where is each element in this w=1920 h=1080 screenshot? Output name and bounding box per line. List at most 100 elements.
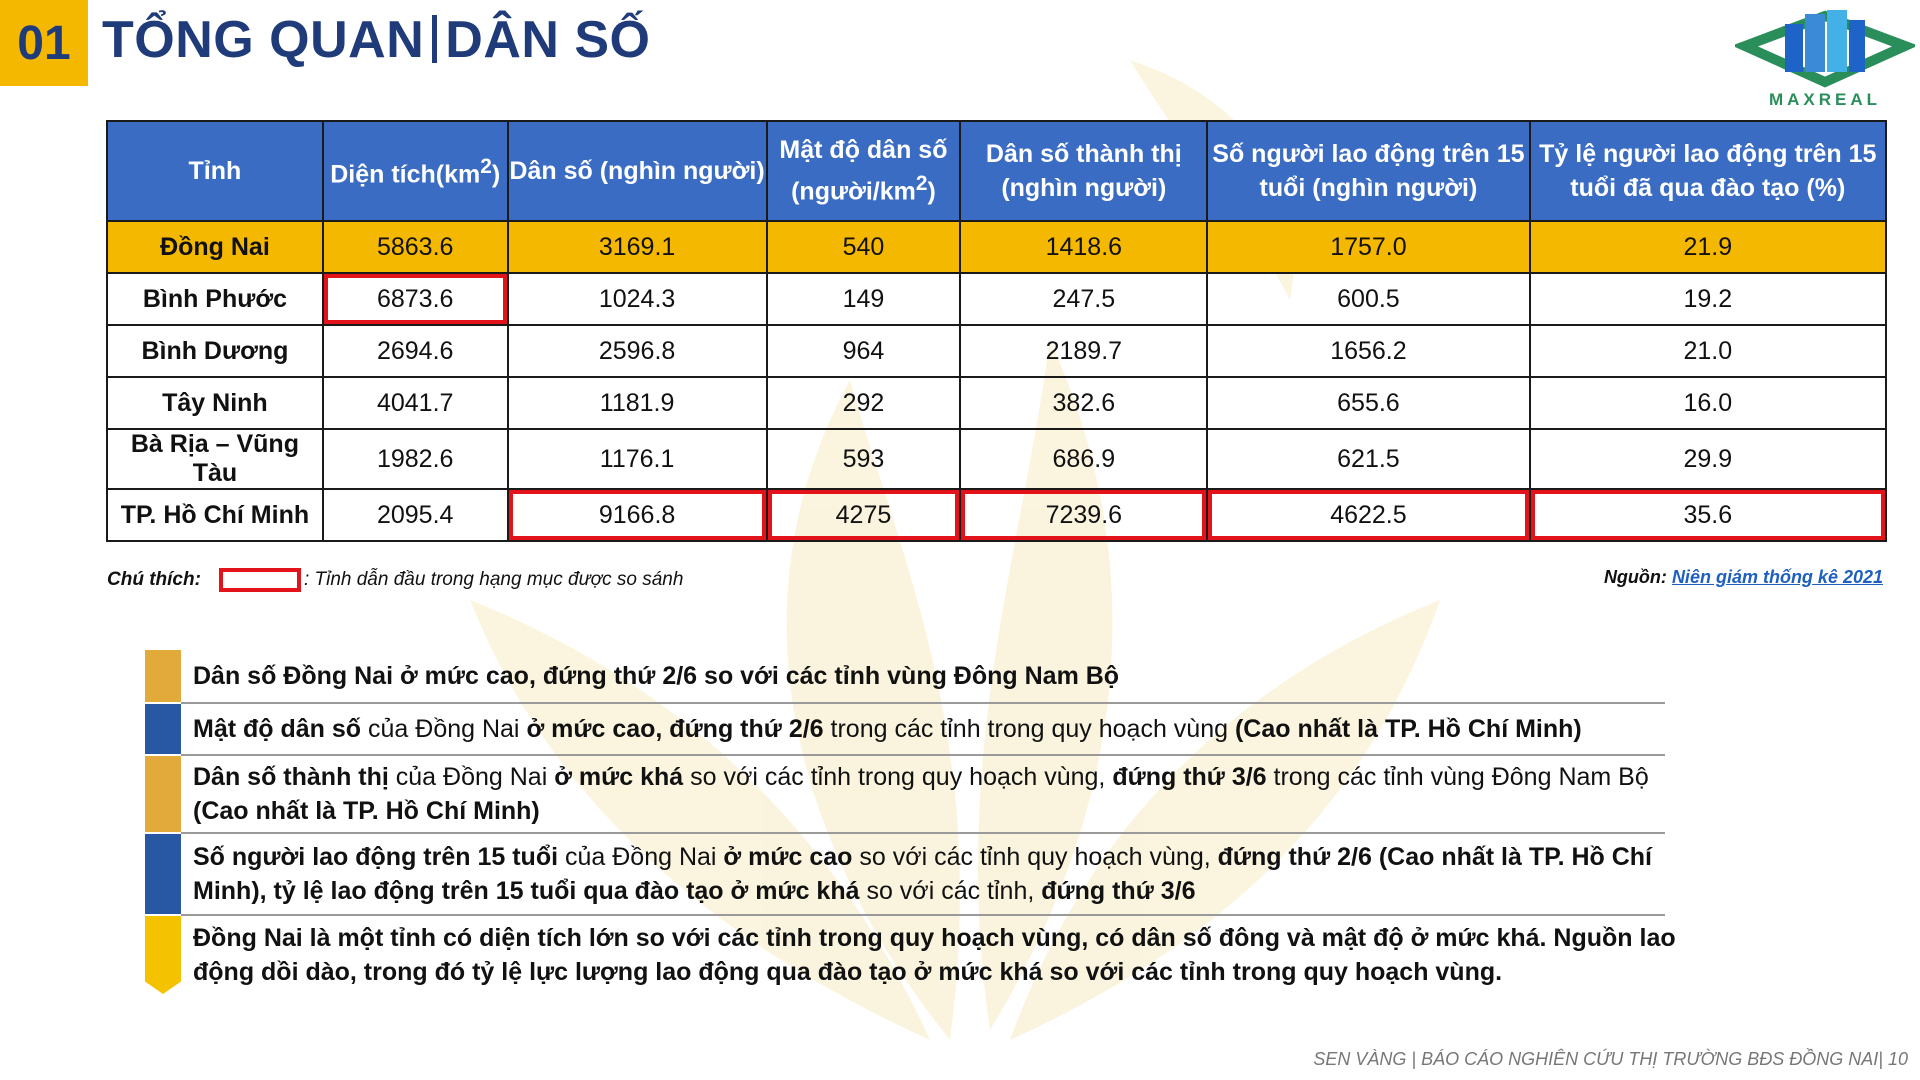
finding-emphasis: Đồng Nai là một tỉnh có diện tích lớn so… [193,924,1676,986]
finding-item: Dân số Đồng Nai ở mức cao, đứng thứ 2/6 … [145,650,1705,702]
header-density: Mật độ dân số (người/km2) [765,120,962,222]
finding-text: Mật độ dân số của Đồng Nai ở mức cao, đứ… [181,712,1582,746]
finding-segment: so với các tỉnh trong quy hoạch vùng, [683,763,1113,791]
table-cell: 292 [765,376,962,430]
finding-text: Dân số Đồng Nai ở mức cao, đứng thứ 2/6 … [181,659,1119,693]
finding-emphasis: Số người lao động trên 15 tuổi [193,843,559,871]
table-cell: Bình Dương [106,324,324,378]
section-number: 01 [0,0,88,86]
finding-text: Số người lao động trên 15 tuổi của Đồng … [181,840,1705,908]
table-row-binh-duong: Bình Dương 2694.6 2596.8 964 2189.7 1656… [106,324,1888,378]
key-findings: Dân số Đồng Nai ở mức cao, đứng thứ 2/6 … [145,650,1705,994]
table-cell: Bình Phước [106,272,324,326]
legend: Chú thích: : Tỉnh dẫn đầu trong hạng mục… [107,568,683,592]
leader-cell-area: 6873.6 [321,272,509,326]
source-note: Nguồn: Niên giám thống kê 2021 [1604,567,1883,588]
finding-item: Số người lao động trên 15 tuổi của Đồng … [145,834,1705,914]
table-cell: 2596.8 [506,324,768,378]
table-cell: 1656.2 [1206,324,1531,378]
leader-cell-trained-labor-rate: 35.6 [1528,488,1888,542]
finding-segment: so với các tỉnh quy hoạch vùng, [852,843,1218,871]
finding-text: Đồng Nai là một tỉnh có diện tích lớn so… [181,921,1705,989]
finding-emphasis: ở mức khá [554,763,684,791]
divider [181,702,1665,704]
legend-red-box-icon [218,568,301,592]
table-cell: 1418.6 [959,220,1209,274]
header-province: Tỉnh [106,120,324,222]
finding-item: Dân số thành thị của Đồng Nai ở mức khá … [145,756,1705,832]
table-cell: 21.0 [1528,324,1888,378]
maxreal-logo: MAXREAL [1731,6,1919,110]
table-header-row: Tỉnh Diện tích(km2) Dân số (nghìn người)… [106,120,1888,222]
leader-cell-labor-force: 4622.5 [1206,488,1531,542]
table-cell: 382.6 [959,376,1209,430]
legend-label: Chú thích: [107,569,201,590]
table-cell: 149 [765,272,962,326]
finding-segment: của Đồng Nai [558,843,724,871]
table-cell: 21.9 [1528,220,1888,274]
buildings-logo-icon [1731,10,1919,88]
table-cell: Tây Ninh [106,376,324,430]
finding-emphasis: (Cao nhất là TP. Hồ Chí Minh) [1234,715,1582,743]
page-title: TỔNG QUAN DÂN SỐ [102,10,651,70]
page-title-left: TỔNG QUAN [102,11,425,69]
table-row-dong-nai: Đồng Nai 5863.6 3169.1 540 1418.6 1757.0… [106,220,1888,274]
finding-item: Mật độ dân số của Đồng Nai ở mức cao, đứ… [145,704,1705,754]
table-cell: 1757.0 [1206,220,1531,274]
table-cell: Bà Rịa – Vũng Tàu [106,428,324,490]
finding-marker [145,834,181,914]
legend-text: : Tỉnh dẫn đầu trong hạng mục được so sá… [303,569,684,590]
footer-text: SEN VÀNG | BÁO CÁO NGHIÊN CỨU THỊ TRƯỜNG… [1313,1049,1908,1069]
finding-emphasis: Dân số thành thị [193,763,389,791]
finding-segment: của Đồng Nai [361,715,527,743]
table-row-tay-ninh: Tây Ninh 4041.7 1181.9 292 382.6 655.6 1… [106,376,1888,430]
finding-emphasis: đứng thứ 3/6 [1112,763,1267,791]
header-urban-population: Dân số thành thị (nghìn người) [959,120,1209,222]
divider [181,914,1665,916]
table-cell: 2189.7 [959,324,1209,378]
table-cell: 600.5 [1206,272,1531,326]
finding-marker [145,704,181,754]
table-cell: 540 [765,220,962,274]
finding-segment: trong các tỉnh vùng Đông Nam Bộ [1266,763,1649,791]
finding-emphasis: (Cao nhất là TP. Hồ Chí Minh) [193,797,540,825]
leader-cell-density: 4275 [765,488,962,542]
table-cell: 1176.1 [506,428,768,490]
table-cell: TP. Hồ Chí Minh [106,488,324,542]
leader-cell-urban-population: 7239.6 [959,488,1209,542]
source-label: Nguồn: [1603,567,1667,587]
finding-emphasis: đứng thứ 3/6 [1041,877,1196,905]
table-cell: 4041.7 [321,376,509,430]
finding-emphasis: ở mức cao [723,843,853,871]
finding-item-summary: Đồng Nai là một tỉnh có diện tích lớn so… [145,916,1705,994]
table-cell: 655.6 [1206,376,1531,430]
table-cell: 2095.4 [321,488,509,542]
page-title-right: DÂN SỐ [445,11,651,69]
title-divider [432,15,438,63]
table-cell: 16.0 [1528,376,1888,430]
source-link[interactable]: Niên giám thống kê 2021 [1671,567,1883,587]
table-cell: 1024.3 [506,272,768,326]
finding-emphasis: Dân số Đồng Nai ở mức cao, đứng thứ 2/6 … [193,662,1120,690]
population-table: Tỉnh Diện tích(km2) Dân số (nghìn người)… [106,120,1888,542]
table-cell: 964 [765,324,962,378]
table-row-ba-ria-vung-tau: Bà Rịa – Vũng Tàu 1982.6 1176.1 593 686.… [106,428,1888,490]
table-cell: 29.9 [1528,428,1888,490]
table-cell: 686.9 [959,428,1209,490]
table-cell: 1181.9 [506,376,768,430]
table-cell: 247.5 [959,272,1209,326]
table-cell: 593 [765,428,962,490]
finding-marker [145,756,181,832]
finding-emphasis: đứng thứ 2/6 (Cao nhất là TP. Hồ Chí Min… [193,843,1652,905]
logo-wordmark: MAXREAL [1768,90,1882,109]
finding-marker-arrow-icon [145,916,181,994]
table-cell: 19.2 [1528,272,1888,326]
finding-segment: so với các tỉnh, [859,877,1042,905]
table-row-tp-ho-chi-minh: TP. Hồ Chí Minh 2095.4 9166.8 4275 7239.… [106,488,1888,542]
table-cell: 1982.6 [321,428,509,490]
finding-segment: của Đồng Nai [388,763,555,791]
finding-text: Dân số thành thị của Đồng Nai ở mức khá … [181,760,1705,828]
finding-emphasis: ở mức cao, đứng thứ 2/6 [526,715,824,743]
divider [181,754,1665,756]
header-labor-force: Số người lao động trên 15 tuổi (nghìn ngư… [1206,120,1531,222]
